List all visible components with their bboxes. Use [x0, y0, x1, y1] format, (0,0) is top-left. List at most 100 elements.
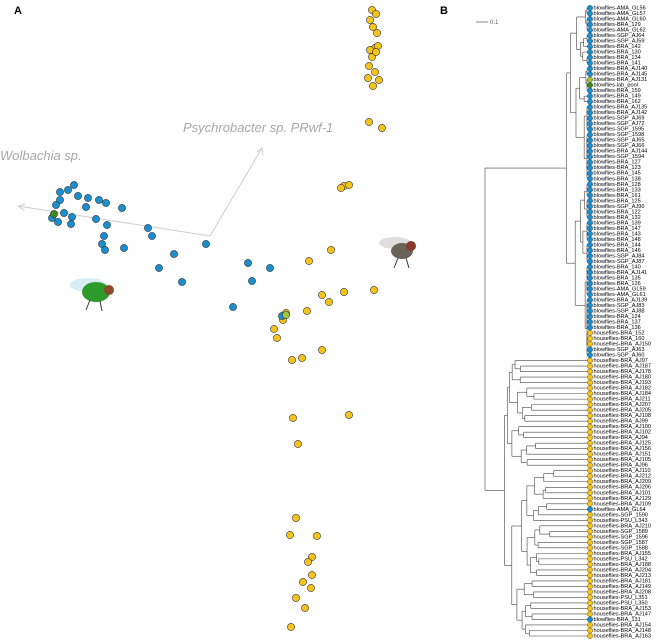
point: [248, 277, 256, 285]
leaf-label: houseflies-BRA_AJ163: [594, 633, 652, 639]
point: [82, 203, 90, 211]
leaf-label: houseflies-SGP_1590: [594, 512, 648, 518]
leaf-tip: [587, 583, 593, 590]
leaf-tip: [587, 21, 593, 28]
leaf-tip: [587, 550, 593, 557]
leaf-tip: [587, 440, 593, 447]
scale-label: 0.1: [490, 20, 499, 26]
leaf-tip: [587, 203, 593, 210]
point: [282, 311, 290, 319]
loading-label: Psychrobacter sp. PRwf-1: [183, 120, 333, 135]
leaf-tip: [587, 214, 593, 221]
leaf-label: blowflies-BRA_125: [594, 198, 641, 204]
leaf-tip: [587, 275, 593, 281]
leaf-tip: [587, 225, 593, 232]
leaf-label: houseflies-BRA_AJ149: [594, 584, 652, 590]
leaf-label: blowflies-BRA_127: [594, 160, 641, 166]
leaf-label: houseflies-SGP_1588: [594, 545, 648, 551]
leaf-tip: [587, 197, 593, 204]
leaf-label: blowflies-SGP_1594: [594, 154, 645, 160]
point: [155, 264, 163, 272]
leaf-tip: [587, 462, 593, 469]
leaf-tip: [587, 126, 593, 133]
leaf-tip: [587, 269, 593, 276]
leaf-tip: [587, 71, 593, 78]
leaf-tip: [587, 561, 593, 568]
leaf-tip: [587, 566, 593, 573]
leaf-label: blowflies-BRA_162: [594, 99, 641, 105]
point: [325, 298, 333, 306]
leaf-tip: [587, 5, 593, 11]
leaf-tip: [587, 346, 593, 353]
leaf-label: blowflies-BRA_146: [594, 248, 641, 254]
leaf-tip: [587, 93, 593, 100]
leaf-tip: [587, 489, 593, 496]
point: [286, 531, 294, 539]
leaf-label: blowflies-SGP_AJ60: [594, 353, 645, 359]
leaf-tip: [587, 76, 593, 83]
leaf-label: blowflies-AMA_GL56: [594, 5, 646, 11]
leaf-label: blowflies-BRA_122: [594, 209, 641, 215]
leaf-label: blowflies-BRA_138: [594, 176, 641, 182]
leaf-label: houseflies-PSU_L350: [594, 600, 648, 606]
leaf-tip: [587, 148, 593, 155]
leaf-tip: [587, 357, 593, 364]
leaf-tip: [587, 286, 593, 292]
leaf-tip: [587, 120, 593, 127]
leaf-label: houseflies-PSU_L343: [594, 518, 648, 524]
leaf-label: houseflies-BRA_AJ108: [594, 413, 652, 419]
leaf-label: houseflies-BRA_AJ209: [594, 479, 652, 485]
leaf-label: houseflies-BRA_AJ193: [594, 380, 652, 386]
leaf-label: blowflies-SGP_AJ83: [594, 303, 645, 309]
scale-bar: 0.1: [476, 20, 499, 26]
leaf-label: houseflies-BRA_AJ211: [594, 397, 651, 403]
point: [101, 246, 109, 254]
leaf-tip: [587, 258, 593, 265]
leaf-label: houseflies-BRA_AJ155: [594, 551, 652, 557]
leaf-tip: [587, 27, 593, 33]
leaf-tip: [587, 164, 593, 171]
point: [144, 224, 152, 232]
leaf-label: houseflies-BRA_AJ181: [594, 578, 652, 584]
leaf-label: blowflies-BRA_147: [594, 226, 641, 232]
leaf-tip: [587, 104, 593, 111]
leaf-label: houseflies-BRA_AJ153: [594, 606, 652, 612]
point: [70, 181, 78, 189]
leaf-tip: [587, 473, 593, 480]
point: [304, 558, 312, 566]
leaf-label: blowflies-AMA_GL57: [594, 11, 646, 17]
leaf-tip: [587, 467, 593, 474]
leaf-label: houseflies-BRA_AJ150: [594, 342, 652, 348]
leaf-label: blowflies-SGP_AJ63: [594, 347, 645, 353]
leaf-label: houseflies-BRA_AJ147: [594, 611, 652, 617]
leaf-tip: [587, 170, 593, 177]
leaf-label: blowflies-AMA_GL64: [594, 507, 646, 513]
panel-label: A: [14, 5, 22, 17]
leaf-label: blowflies-BRA_131: [594, 617, 641, 623]
leaf-label: blowflies-BRA_128: [594, 182, 641, 188]
leaf-label: blowflies-BRA_AJ141: [594, 270, 648, 276]
point: [102, 199, 110, 207]
leaf-label: blowflies-BRA_148: [594, 237, 641, 243]
leaf-label: houseflies-BRA_AJ148: [594, 628, 652, 634]
leaf-label: blowflies-lab_pool: [594, 83, 638, 89]
leaf-tip: [587, 522, 593, 529]
leaf-tip: [587, 192, 593, 199]
leaf-tip: [587, 495, 593, 502]
point: [369, 23, 377, 31]
leaf-tip: [587, 335, 593, 342]
leaf-label: blowflies-SGP_AJ65: [594, 138, 645, 144]
leaf-label: blowflies-AMA_GL59: [594, 286, 646, 292]
leaf-tip: [587, 478, 593, 485]
leaf-label: houseflies-PSU_L351: [594, 595, 648, 601]
leaf-tip: [587, 219, 593, 226]
leaf-label: blowflies-AMA_GL62: [594, 28, 646, 34]
leaf-label: blowflies-BRA_136: [594, 325, 641, 331]
leaf-label: houseflies-SGP_1587: [594, 540, 648, 546]
leaf-tip: [587, 32, 593, 39]
point: [303, 307, 311, 315]
leaf-tip: [587, 578, 593, 584]
leaf-label: blowflies-BRA_AJ142: [594, 110, 648, 116]
point: [366, 16, 374, 24]
leaf-label: houseflies-BRA_AJ187: [594, 364, 652, 370]
